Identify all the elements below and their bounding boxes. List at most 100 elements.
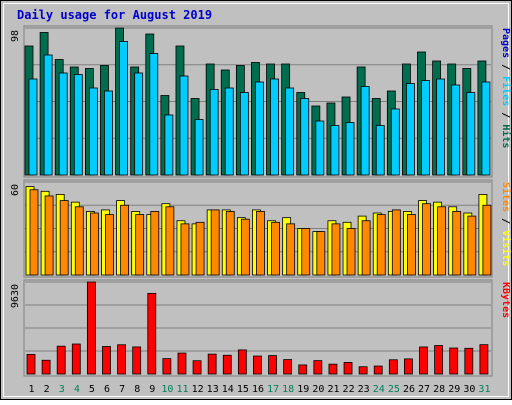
x-axis-tick-labels: 1 2 3 4 5 6 7 8 9 10 11 12 13 14 15 16 17 18 19 20 21 22 23 24 2… — [29, 384, 491, 395]
bar-sites-27 — [422, 203, 431, 276]
bar-sites-22 — [346, 228, 356, 276]
x-tick-label: 20 — [312, 384, 324, 395]
x-tick-label: 17 — [267, 384, 279, 395]
x-tick-label: 13 — [207, 384, 219, 395]
panel-visits-sites: 60 Sites / Visits — [10, 179, 512, 278]
bar-sites-7 — [120, 204, 129, 276]
bar-sites-19 — [301, 228, 311, 276]
bar-kbytes-14 — [222, 354, 232, 375]
bar-kbytes-23 — [358, 366, 368, 375]
y-max-label: 60 — [10, 184, 21, 196]
bar-files-6 — [104, 90, 113, 176]
x-tick-label: 23 — [358, 384, 370, 395]
bar-kbytes-28 — [434, 345, 444, 375]
bar-sites-9 — [150, 211, 160, 276]
bar-kbytes-6 — [102, 346, 111, 375]
bar-sites-8 — [135, 214, 145, 276]
bar-kbytes-5 — [86, 281, 96, 375]
bar-sites-1 — [29, 189, 39, 276]
y-max-label: 9630 — [10, 284, 21, 308]
bar-files-26 — [406, 83, 415, 176]
x-tick-label: 3 — [59, 384, 65, 395]
bar-files-4 — [73, 74, 83, 176]
x-tick-label: 15 — [237, 384, 249, 395]
bar-files-27 — [421, 80, 430, 176]
panel-kbytes: 9630 KBytes — [10, 279, 511, 377]
chart-frame-inner — [3, 3, 509, 397]
legend-label: KBytes — [500, 282, 511, 318]
bar-kbytes-24 — [373, 365, 383, 375]
x-tick-label: 26 — [403, 384, 415, 395]
bar-kbytes-10 — [162, 358, 172, 375]
bar-sites-14 — [225, 211, 235, 276]
bar-files-10 — [164, 114, 174, 176]
bar-files-21 — [330, 125, 340, 176]
bar-sites-12 — [195, 221, 205, 276]
legend-entry-visits: Visits — [500, 230, 512, 266]
x-tick-label: 14 — [222, 384, 234, 395]
bar-kbytes-16 — [253, 355, 262, 375]
bar-files-25 — [390, 108, 400, 176]
legend-label: Pages / Files / Hits — [500, 28, 512, 148]
bar-sites-24 — [376, 214, 386, 276]
x-tick-label: 24 — [373, 384, 385, 395]
bar-kbytes-1 — [26, 354, 36, 375]
series-kbytes — [26, 281, 489, 375]
legend-entry-hits: Hits — [500, 124, 512, 148]
chart-title: Daily usage for August 2019 — [17, 8, 212, 22]
x-tick-label: 21 — [327, 384, 339, 395]
x-tick-label: 5 — [89, 384, 95, 395]
x-tick-label: 18 — [282, 384, 294, 395]
x-tick-label: 11 — [176, 384, 188, 395]
x-tick-label: 28 — [433, 384, 445, 395]
bar-files-23 — [360, 86, 370, 176]
bar-files-18 — [285, 87, 295, 176]
legend-entry-kbytes: KBytes — [500, 282, 511, 318]
x-tick-label: 10 — [161, 384, 173, 395]
bar-sites-29 — [452, 211, 462, 276]
bar-files-9 — [149, 53, 159, 176]
bar-kbytes-19 — [298, 364, 308, 375]
bar-sites-4 — [74, 206, 84, 276]
bar-kbytes-30 — [464, 347, 474, 375]
bar-sites-13 — [210, 209, 220, 276]
bar-files-2 — [43, 54, 53, 176]
bar-sites-31 — [482, 204, 492, 276]
x-tick-label: 22 — [343, 384, 355, 395]
x-tick-label: 12 — [192, 384, 204, 395]
x-tick-label: 29 — [448, 384, 460, 395]
bar-files-20 — [315, 120, 325, 176]
bar-kbytes-8 — [132, 346, 142, 375]
bar-kbytes-13 — [207, 353, 217, 375]
x-tick-label: 27 — [418, 384, 430, 395]
bar-files-14 — [224, 87, 234, 176]
bar-files-24 — [375, 125, 385, 176]
bar-kbytes-21 — [328, 363, 338, 375]
bar-kbytes-3 — [56, 345, 66, 375]
x-tick-label: 31 — [478, 384, 490, 395]
bar-kbytes-25 — [388, 359, 398, 375]
bar-files-22 — [345, 122, 355, 176]
bar-kbytes-15 — [237, 349, 247, 375]
bar-kbytes-12 — [192, 360, 202, 375]
bar-sites-16 — [256, 211, 265, 276]
bar-sites-10 — [165, 206, 175, 276]
bar-sites-25 — [391, 209, 401, 276]
bar-files-16 — [255, 81, 264, 176]
bar-sites-30 — [467, 215, 477, 276]
bar-files-5 — [88, 87, 98, 176]
legend-label: Sites / Visits — [500, 182, 512, 266]
bar-sites-5 — [89, 212, 99, 276]
bar-kbytes-20 — [313, 360, 323, 375]
bar-files-29 — [451, 84, 461, 176]
x-tick-label: 6 — [104, 384, 110, 395]
bar-kbytes-18 — [283, 359, 293, 375]
bar-sites-21 — [331, 223, 341, 276]
bar-files-31 — [481, 81, 491, 176]
bar-kbytes-31 — [479, 344, 489, 375]
x-tick-label: 9 — [149, 384, 155, 395]
bar-files-19 — [300, 98, 310, 176]
bar-sites-3 — [59, 200, 69, 276]
